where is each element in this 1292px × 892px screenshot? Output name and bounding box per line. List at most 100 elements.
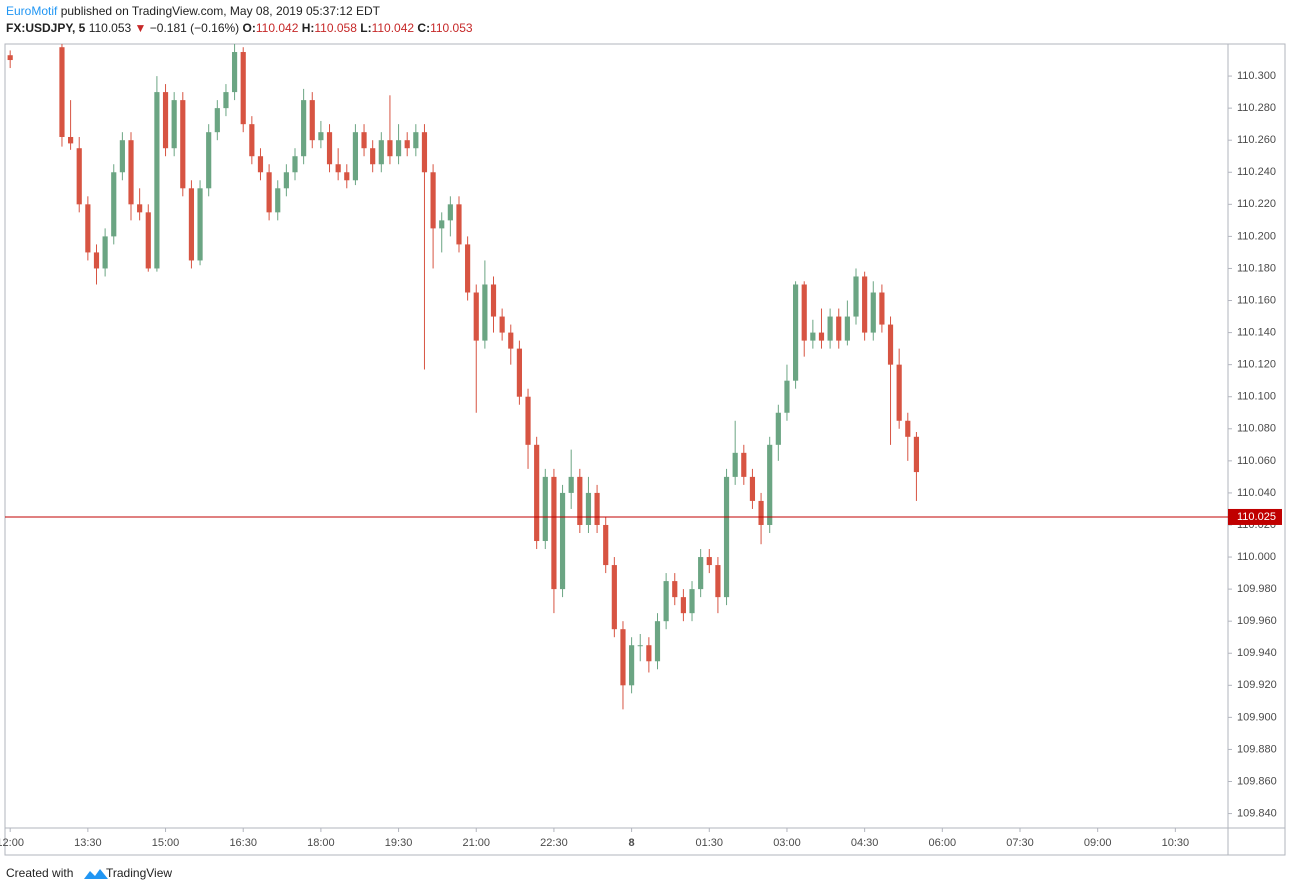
- x-tick-label: 01:30: [696, 837, 724, 849]
- y-tick-label: 109.960: [1237, 615, 1277, 627]
- candle-body: [896, 364, 902, 421]
- candle-body: [292, 156, 298, 173]
- candle-body: [749, 476, 756, 501]
- candle-body: [594, 492, 600, 525]
- x-tick-label: 8: [629, 837, 635, 849]
- candle-body: [698, 557, 704, 590]
- x-tick-label: 12:00: [0, 837, 24, 849]
- candle-body: [171, 100, 177, 149]
- candle-body: [447, 204, 453, 221]
- y-tick-label: 109.980: [1237, 583, 1277, 595]
- candle-body: [68, 136, 74, 144]
- ohlc-label: O:: [243, 21, 256, 35]
- y-tick-label: 110.100: [1237, 391, 1276, 403]
- candle-body: [559, 492, 566, 590]
- candle-body: [439, 220, 445, 229]
- candle-body: [370, 148, 376, 165]
- candle-body: [257, 156, 264, 173]
- candle-body: [887, 324, 894, 365]
- y-tick-label: 110.280: [1237, 102, 1276, 114]
- candle-body: [784, 380, 790, 413]
- ohlc-value: 110.053: [430, 21, 473, 35]
- candle-body: [490, 284, 497, 317]
- y-tick-label: 110.140: [1237, 326, 1276, 338]
- x-tick-label: 10:30: [1162, 837, 1190, 849]
- candle-body: [378, 140, 384, 165]
- candle-body: [128, 140, 134, 205]
- candle-body: [534, 444, 540, 542]
- footer-brand[interactable]: TradingView: [106, 866, 172, 880]
- candle-body: [603, 524, 609, 566]
- candle-body: [723, 476, 730, 598]
- candle-body: [663, 581, 669, 622]
- candle-body: [793, 284, 799, 381]
- candle-body: [361, 132, 367, 149]
- candle-body: [93, 252, 100, 269]
- y-tick-label: 110.040: [1237, 487, 1276, 499]
- candle-body: [525, 396, 531, 445]
- candle-body: [637, 645, 643, 647]
- candle-body: [585, 492, 592, 525]
- x-tick-label: 16:30: [229, 837, 257, 849]
- candle-body: [111, 172, 117, 237]
- x-tick-label: 03:00: [773, 837, 801, 849]
- logo: [84, 869, 108, 879]
- y-tick-label: 109.900: [1237, 711, 1277, 723]
- candle-body: [473, 292, 479, 341]
- symbol: FX:USDJPY, 5: [6, 21, 86, 35]
- candle-body: [646, 645, 652, 662]
- candle-body: [162, 92, 169, 149]
- price-label-bg: [1228, 508, 1282, 525]
- x-tick-label: 22:30: [540, 837, 568, 849]
- y-tick-label: 110.200: [1237, 230, 1276, 242]
- candle-body: [836, 316, 842, 341]
- candle-body: [266, 172, 272, 213]
- y-tick-label: 110.220: [1237, 198, 1276, 210]
- candle-body: [620, 629, 626, 686]
- x-tick-label: 04:30: [851, 837, 879, 849]
- candle-body: [801, 284, 807, 341]
- x-tick-label: 21:00: [462, 837, 490, 849]
- y-tick-label: 110.260: [1237, 134, 1276, 146]
- candle-body: [430, 172, 436, 229]
- candle-body: [508, 332, 514, 349]
- candle-body: [214, 108, 220, 133]
- candle-body: [352, 132, 359, 181]
- x-tick-label: 06:00: [929, 837, 957, 849]
- y-tick-label: 110.060: [1237, 455, 1276, 467]
- x-tick-label: 07:30: [1006, 837, 1034, 849]
- candle-body: [102, 236, 108, 269]
- plot: 109.840 109.860 109.880 109.900 109.920 109.9…: [0, 44, 1282, 849]
- candle-body: [818, 332, 825, 341]
- price-label: 110.025: [1237, 511, 1276, 523]
- ohlc-value: 110.042: [256, 21, 299, 35]
- candle-body: [85, 204, 91, 253]
- candle-body: [629, 645, 635, 686]
- candle-body: [758, 500, 764, 525]
- y-tick-label: 109.840: [1237, 807, 1277, 819]
- legend-line: FX:USDJPY, 5 110.053 ▼ −0.181 (−0.16%) O…: [6, 21, 473, 35]
- candle-body: [7, 55, 13, 61]
- candle-body: [301, 100, 307, 157]
- candle-body: [499, 316, 505, 333]
- candle-body: [577, 476, 583, 525]
- y-tick-label: 110.160: [1237, 294, 1276, 306]
- candle-body: [870, 292, 876, 333]
- last-price: 110.053: [89, 21, 132, 35]
- ohlc-label: H:: [302, 21, 315, 35]
- candle-body: [741, 452, 747, 477]
- candle-body: [137, 204, 143, 213]
- published: published on TradingView.com, May 08, 20…: [61, 4, 381, 18]
- candle-body: [318, 132, 324, 141]
- candle-body: [344, 172, 350, 181]
- x-tick-label: 19:30: [385, 837, 413, 849]
- candle-body: [421, 132, 428, 173]
- x-tick-label: 15:00: [152, 837, 180, 849]
- footer-text: Created with: [6, 866, 73, 880]
- candle-body: [275, 188, 281, 213]
- candle-body: [568, 476, 574, 493]
- candle-body: [387, 140, 393, 157]
- y-tick-label: 110.240: [1237, 166, 1276, 178]
